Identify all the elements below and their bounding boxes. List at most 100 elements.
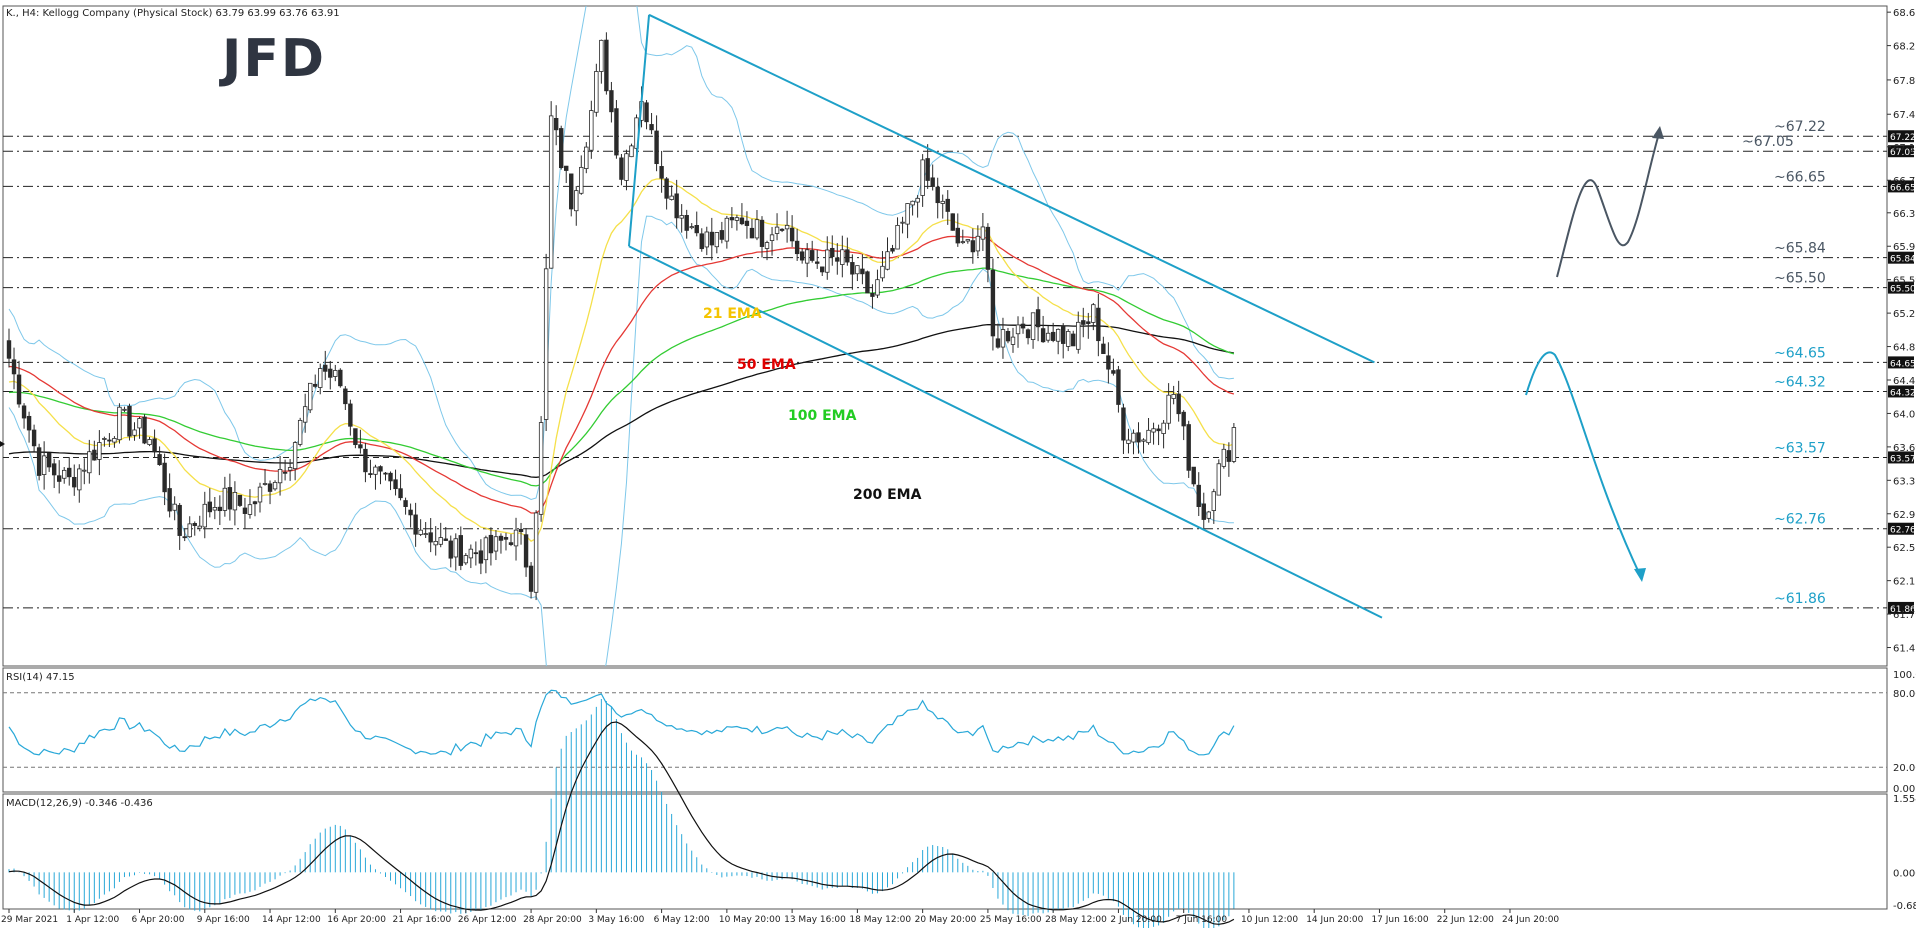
- candle-body: [719, 230, 725, 240]
- candle-body: [553, 117, 559, 131]
- candle-body: [870, 293, 875, 297]
- candle-body: [51, 463, 57, 476]
- candle-body: [468, 548, 474, 559]
- rsi-tick-label: 100.00: [1893, 670, 1916, 681]
- price-tick-label: 68.25: [1893, 42, 1916, 53]
- candle-body: [599, 39, 604, 72]
- candle-body: [1141, 439, 1146, 442]
- candle-body: [649, 124, 654, 131]
- ema-label: 100 EMA: [788, 408, 857, 424]
- bollinger-upper: [8, 6, 1234, 501]
- candle-body: [569, 173, 574, 210]
- candle-body: [478, 550, 484, 564]
- level-axis-value: 65.84: [1890, 255, 1916, 265]
- level-axis-tag: [1888, 385, 1914, 398]
- candle-body: [820, 266, 825, 273]
- rsi-line: [8, 689, 1235, 756]
- level-axis-value: 64.65: [1890, 359, 1916, 369]
- candle-body: [428, 532, 433, 543]
- current-price-marker: [0, 441, 5, 447]
- bearish-scenario-arrow: [1525, 351, 1641, 576]
- candle-body: [413, 514, 418, 535]
- candle-body: [1211, 491, 1216, 511]
- price-tick-label: 66.72: [1893, 176, 1916, 187]
- candle-body: [930, 177, 935, 187]
- ema-100-line: [8, 267, 1235, 487]
- candle-body: [127, 405, 132, 437]
- candle-body: [734, 217, 740, 221]
- candle-body: [548, 115, 554, 269]
- candle-body: [980, 226, 986, 240]
- candle-body: [543, 268, 549, 420]
- time-tick-label: 21 Apr 16:00: [393, 915, 452, 925]
- candle-body: [167, 488, 172, 512]
- candle-body: [142, 416, 147, 444]
- candle-body: [890, 248, 895, 252]
- bullish-arrow-head: [1652, 126, 1664, 139]
- candle-body: [207, 501, 212, 513]
- candle-body: [528, 565, 534, 592]
- candle-body: [152, 438, 157, 453]
- candle-body: [995, 338, 1001, 348]
- candle-body: [769, 234, 775, 241]
- price-tick-label: 67.86: [1893, 76, 1916, 87]
- candle-body: [1005, 330, 1011, 342]
- level-label: ~66.65: [1774, 169, 1826, 185]
- macd-tick-label: -0.683: [1893, 901, 1916, 912]
- macd-pane-frame: [2, 793, 1888, 910]
- candle-body: [1186, 424, 1191, 471]
- candle-body: [523, 534, 529, 568]
- candle-body: [965, 239, 971, 242]
- candle-body: [112, 438, 117, 443]
- channel-edge-line: [627, 14, 651, 247]
- price-tick-label: 62.17: [1893, 577, 1916, 588]
- price-tick-label: 64.07: [1893, 409, 1916, 420]
- candle-body: [333, 370, 338, 377]
- candle-body: [589, 110, 594, 151]
- candle-body: [418, 529, 423, 535]
- candle-body: [679, 215, 684, 219]
- candle-body: [363, 448, 368, 473]
- candle-body: [955, 227, 960, 244]
- candle-body: [925, 158, 930, 181]
- candle-body: [724, 217, 730, 242]
- candle-body: [1000, 329, 1006, 348]
- candle-body: [880, 265, 885, 279]
- level-label: ~67.05: [1742, 134, 1794, 150]
- bullish-scenario-arrow: [1556, 129, 1661, 278]
- bearish-arrow-head: [1634, 568, 1646, 582]
- candle-body: [97, 442, 102, 460]
- candle-body: [328, 368, 333, 378]
- candle-body: [895, 225, 900, 250]
- candle-body: [1126, 439, 1131, 444]
- candle-body: [910, 200, 915, 206]
- candle-body: [187, 523, 192, 538]
- price-tick-label: 61.79: [1893, 610, 1916, 621]
- candle-body: [262, 483, 268, 485]
- time-tick-label: 3 May 16:00: [588, 915, 644, 925]
- candle-body: [789, 227, 795, 242]
- candle-body: [393, 479, 398, 490]
- level-axis-value: 61.86: [1890, 605, 1916, 615]
- candle-body: [282, 471, 288, 474]
- time-tick-label: 26 Apr 12:00: [458, 915, 517, 925]
- candle-body: [574, 190, 579, 212]
- candle-body: [508, 542, 514, 545]
- price-tick-label: 65.21: [1893, 309, 1916, 320]
- candle-body: [1231, 427, 1237, 462]
- candle-body: [1136, 432, 1141, 443]
- candle-body: [46, 452, 52, 468]
- candle-body: [840, 249, 845, 265]
- candle-body: [975, 235, 981, 252]
- candle-body: [684, 215, 689, 231]
- candle-body: [287, 467, 293, 471]
- time-tick-label: 18 May 12:00: [849, 915, 911, 925]
- candle-body: [373, 466, 378, 475]
- level-axis-tag: [1888, 281, 1914, 294]
- candle-body: [16, 374, 22, 405]
- candle-body: [1015, 324, 1021, 335]
- level-axis-value: 67.22: [1890, 133, 1916, 143]
- rsi-pane-header: RSI(14) 47.15: [6, 672, 75, 683]
- candle-body: [403, 500, 408, 507]
- candle-body: [1061, 326, 1066, 344]
